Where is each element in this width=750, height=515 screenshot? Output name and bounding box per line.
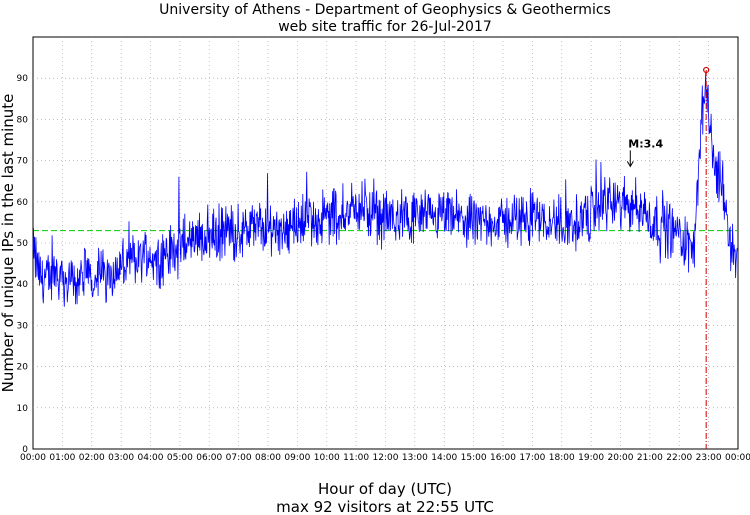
x-tick-label: 00:00	[20, 453, 46, 463]
x-tick-label: 08:00	[255, 453, 281, 463]
traffic-series-line	[32, 72, 739, 307]
x-tick-label: 07:00	[226, 453, 252, 463]
x-tick-label: 15:00	[461, 453, 487, 463]
y-tick-label: 80	[17, 115, 29, 125]
x-tick-label: 21:00	[637, 453, 663, 463]
y-axis-label: Number of unique IPs in the last minute	[0, 94, 17, 393]
x-tick-label: 16:00	[490, 453, 516, 463]
x-tick-label: 22:00	[666, 453, 692, 463]
x-tick-label: 17:00	[519, 453, 545, 463]
x-tick-label: 01:00	[49, 453, 75, 463]
x-tick-label: 18:00	[549, 453, 575, 463]
x-tick-label: 09:00	[284, 453, 310, 463]
x-tick-label: 02:00	[79, 453, 105, 463]
x-axis-label: Hour of day (UTC)	[318, 480, 452, 498]
grid-lines	[33, 37, 738, 449]
y-tick-label: 0	[22, 445, 28, 455]
x-axis-ticks: 00:00 01:00 02:00 03:00 04:00 05:00 06:00 07:00…	[20, 453, 750, 463]
y-tick-label: 90	[17, 74, 29, 84]
y-tick-label: 70	[17, 157, 29, 167]
x-tick-label: 12:00	[373, 453, 399, 463]
max-marker	[703, 66, 710, 74]
chart-subtitle: web site traffic for 26-Jul-2017	[278, 19, 492, 35]
x-tick-label: 04:00	[138, 453, 164, 463]
x-tick-label: 13:00	[402, 453, 428, 463]
chart-title: University of Athens - Department of Geo…	[159, 2, 611, 18]
y-tick-label: 20	[17, 363, 29, 373]
y-tick-label: 60	[17, 198, 29, 208]
x-tick-label: 20:00	[608, 453, 634, 463]
y-tick-label: 30	[17, 321, 29, 331]
max-visitors-note: max 92 visitors at 22:55 UTC	[276, 498, 494, 515]
y-tick-label: 50	[17, 239, 29, 249]
x-tick-label: 06:00	[196, 453, 222, 463]
x-tick-label: 00:00	[725, 453, 750, 463]
x-tick-label: 10:00	[314, 453, 340, 463]
x-tick-label: 19:00	[578, 453, 604, 463]
x-tick-label: 14:00	[431, 453, 457, 463]
x-tick-label: 03:00	[108, 453, 134, 463]
event-annotation-label: M:3.4	[628, 137, 663, 150]
x-tick-label: 05:00	[167, 453, 193, 463]
y-tick-label: 10	[17, 404, 29, 414]
x-tick-label: 11:00	[343, 453, 369, 463]
x-tick-label: 23:00	[696, 453, 722, 463]
y-axis-ticks: 0 10 20 30 40 50 60 70 80 90	[17, 74, 29, 455]
event-annotation-arrow-icon	[626, 161, 634, 168]
y-tick-label: 40	[17, 280, 29, 290]
